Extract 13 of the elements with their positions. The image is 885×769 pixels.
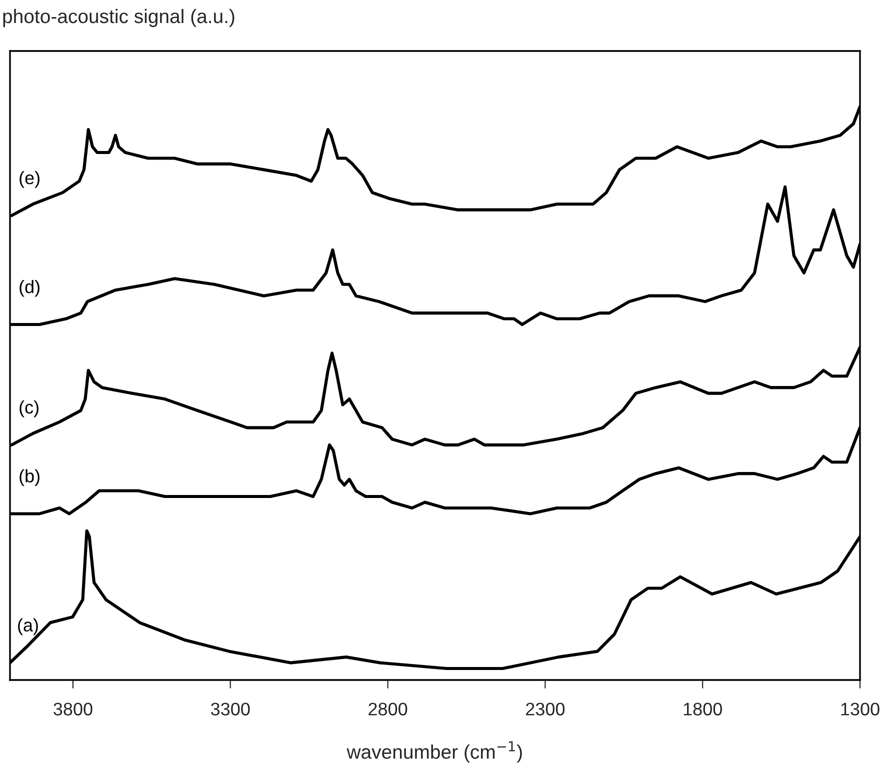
x-tick-label: 2800 xyxy=(368,702,408,716)
y-axis-title: photo-acoustic signal (a.u.) xyxy=(3,8,234,28)
series-label: (e) xyxy=(20,171,40,188)
series-label: (b) xyxy=(20,469,40,486)
series-label: (a) xyxy=(18,618,38,636)
x-axis-title: wavenumber (cm$^{−1}$) xyxy=(346,741,522,763)
x-tick-label: 2300 xyxy=(526,702,565,716)
series-label: (c) xyxy=(20,400,38,418)
x-tick-label: 1300 xyxy=(841,702,880,716)
x-tick-label: 3300 xyxy=(210,702,250,716)
x-tick-label: 1800 xyxy=(684,702,722,716)
x-tick-label: 3800 xyxy=(54,702,92,716)
series-label: (d) xyxy=(20,280,40,297)
